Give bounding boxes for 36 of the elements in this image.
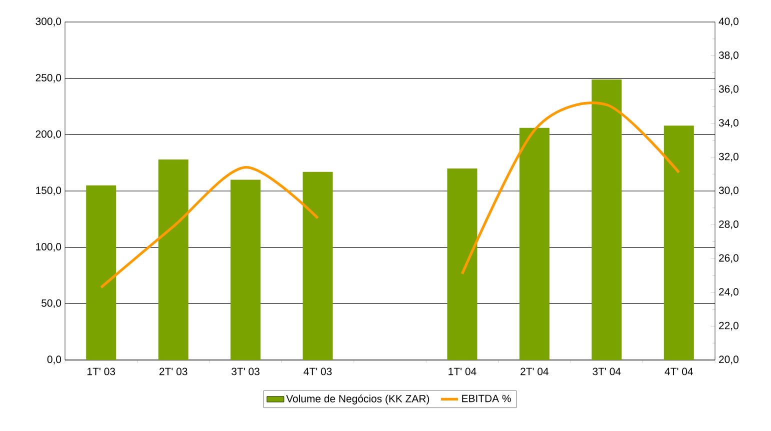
y-tick-label: 50,0 [42, 299, 62, 308]
y-tick-label: 200,0 [36, 130, 62, 139]
x-tick-label: 3T' 03 [232, 368, 260, 376]
y-tick-label: 300,0 [36, 18, 62, 26]
legend-label: Volume de Negócios (KK ZAR) [286, 394, 430, 404]
y2-tick-label: 38,0 [718, 51, 738, 60]
y-tick-label: 0,0 [47, 356, 62, 364]
x-tick-label: 3T' 04 [592, 368, 621, 376]
x-tick-label: 2T' 03 [159, 368, 188, 376]
y2-tick-label: 26,0 [719, 254, 738, 263]
x-tick-label: 1T' 03 [88, 368, 116, 376]
x-tick-label: 4T' 03 [304, 368, 332, 376]
y2-tick-label: 34,0 [718, 119, 738, 128]
legend-label: EBITDA % [462, 394, 511, 402]
x-tick-label: 1T' 04 [448, 368, 476, 376]
bar [230, 180, 261, 360]
y-tick-label: 250,0 [36, 74, 62, 83]
x-tick-label: 4T' 04 [664, 368, 693, 376]
bar [158, 159, 188, 360]
y2-tick-label: 32,0 [718, 152, 738, 162]
bar [664, 126, 694, 360]
y-tick-label: 100,0 [36, 243, 62, 252]
y2-tick-label: 22,0 [719, 322, 738, 331]
bar [447, 168, 478, 360]
bar [519, 128, 550, 360]
y2-tick-label: 28,0 [719, 220, 738, 230]
y2-tick-label: 20,0 [719, 356, 738, 364]
bar [86, 185, 116, 360]
y2-tick-label: 30,0 [718, 186, 738, 196]
y2-tick-label: 36,0 [718, 85, 738, 94]
bar [592, 79, 622, 360]
y2-tick-label: 24,0 [719, 288, 738, 297]
y2-tick-label: 40,0 [718, 18, 738, 26]
bar [302, 172, 333, 360]
y-tick-label: 150,0 [36, 186, 62, 196]
x-tick-label: 2T' 04 [520, 368, 548, 376]
